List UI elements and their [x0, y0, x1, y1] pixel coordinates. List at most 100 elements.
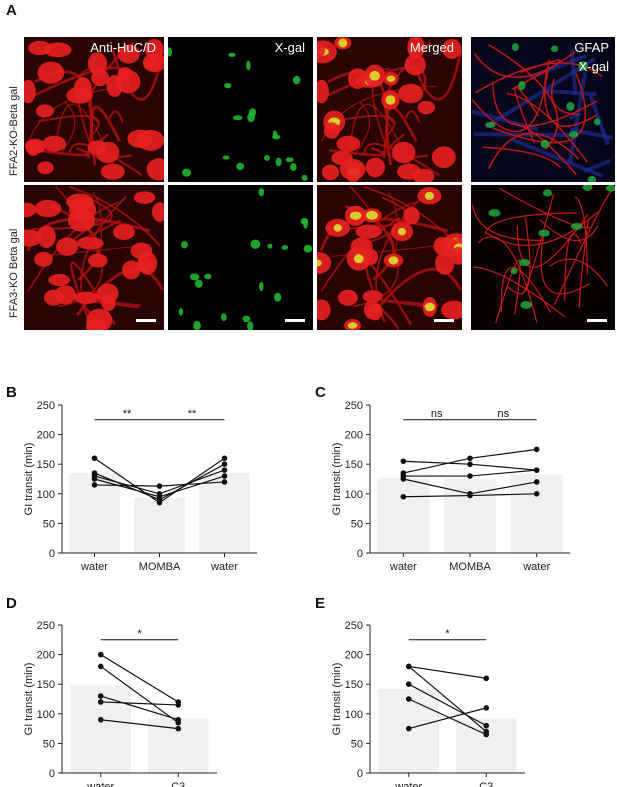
significance-label: ns: [498, 408, 510, 420]
micrograph-merged-ffa2: Merged: [317, 37, 462, 182]
data-point: [533, 491, 540, 497]
data-point: [156, 483, 163, 489]
xgal-nucleus: [542, 189, 552, 197]
gfap-fiber: [487, 43, 559, 150]
xgal-nucleus: [540, 139, 550, 149]
data-point: [91, 473, 98, 479]
data-point: [175, 716, 182, 723]
paired-line: [408, 698, 487, 736]
gfap-fiber: [574, 196, 588, 275]
xgal-nucleus: [181, 241, 188, 249]
paired-line: [403, 469, 537, 477]
xgal-nucleus: [510, 267, 518, 275]
y-tick-label: 200: [37, 650, 55, 662]
xgal-nucleus: [520, 301, 532, 309]
paired-line: [94, 469, 225, 495]
colocalized-nucleus: [424, 302, 435, 312]
gfap-fiber: [482, 146, 561, 169]
y-tick-label: 100: [37, 489, 55, 501]
chart-d: D 0 50 100 150 200 250 water C3 GI transit (min) *: [6, 595, 217, 787]
gfap-fiber: [495, 259, 521, 324]
xgal-nucleus: [587, 175, 597, 182]
column-label-merged: Merged: [409, 40, 454, 55]
neuron-cell: [88, 253, 108, 268]
significance-label: *: [445, 628, 450, 640]
neuron-cell: [24, 202, 37, 218]
data-point: [221, 467, 228, 473]
xgal-nucleus: [605, 185, 615, 192]
chart-e: E 0 50 100 150 200 250 water C3 GI transit (min) *: [315, 595, 525, 787]
x-tick-label: water: [522, 561, 550, 573]
column-label-gfap: GFAP: [574, 40, 609, 55]
y-axis-label: GI transit (min): [23, 663, 35, 736]
xgal-nucleus: [303, 218, 309, 229]
fiber: [378, 305, 399, 330]
paired-line: [408, 665, 487, 679]
micrograph-merged-ffa3: [317, 185, 462, 330]
fiber: [59, 102, 76, 156]
xgal-nucleus: [566, 101, 575, 111]
glia-fiber: [473, 132, 579, 138]
glia-fiber: [511, 137, 604, 179]
x-tick-label: MOMBA: [139, 561, 181, 573]
y-axis-label: GI transit (min): [331, 663, 343, 736]
significance-label: *: [137, 628, 142, 640]
gfap-fiber: [511, 59, 561, 91]
neuron-cell: [34, 251, 53, 267]
xgal-nucleus: [193, 320, 201, 330]
data-point: [221, 455, 228, 462]
micrograph-gfap-ffa3: [471, 185, 615, 330]
neuron-cell: [391, 141, 416, 164]
gfap-fiber: [549, 258, 609, 287]
xgal-nucleus: [263, 155, 270, 161]
neuron-cell: [113, 224, 135, 240]
x-tick-label: MOMBA: [449, 561, 491, 573]
scale-bar: [136, 319, 156, 322]
neuron-cell: [35, 104, 54, 118]
data-point: [467, 491, 473, 497]
paired-line: [94, 457, 225, 504]
micrograph-huc-ffa2: Anti-HuC/D: [24, 37, 164, 182]
gfap-fiber: [500, 266, 552, 313]
data-point: [156, 493, 163, 500]
fiber: [92, 192, 103, 264]
data-point: [400, 473, 407, 479]
colocalized-nucleus: [349, 211, 362, 220]
data-point: [405, 725, 412, 732]
x-tick-label: water: [389, 561, 417, 573]
fiber: [404, 110, 421, 124]
xgal-nucleus: [578, 61, 588, 71]
gfap-fiber: [506, 92, 588, 163]
xgal-nucleus: [267, 243, 273, 249]
neuron-cell: [54, 285, 76, 305]
xgal-nucleus: [168, 47, 173, 57]
y-tick-label: 200: [345, 650, 363, 662]
y-tick-label: 50: [43, 518, 55, 530]
xgal-nucleus: [220, 313, 227, 322]
bar: [148, 718, 209, 773]
fiber: [27, 201, 120, 292]
neuron-cell: [450, 246, 462, 265]
xgal-nucleus: [518, 80, 526, 91]
data-point: [175, 702, 182, 708]
glia-fiber: [567, 72, 588, 164]
data-point: [405, 663, 412, 670]
xgal-nucleus: [568, 130, 579, 138]
xgal-nucleus: [582, 185, 593, 192]
y-tick-label: 200: [37, 430, 55, 442]
xgal-nucleus: [488, 209, 501, 217]
data-point: [175, 719, 182, 726]
neuron-cell: [137, 251, 158, 275]
data-point: [156, 491, 163, 497]
data-point: [175, 725, 182, 732]
neuron-cell: [133, 191, 156, 204]
panel-letter: C: [315, 384, 326, 401]
neuron-cell: [435, 251, 455, 275]
data-point: [97, 651, 104, 658]
xgal-nucleus: [290, 163, 297, 172]
neuron-cell: [323, 122, 340, 139]
x-tick-label: C3: [479, 781, 493, 787]
column-label-xgal: X-gal: [274, 40, 305, 55]
y-tick-label: 100: [345, 709, 363, 721]
fiber: [69, 185, 161, 247]
